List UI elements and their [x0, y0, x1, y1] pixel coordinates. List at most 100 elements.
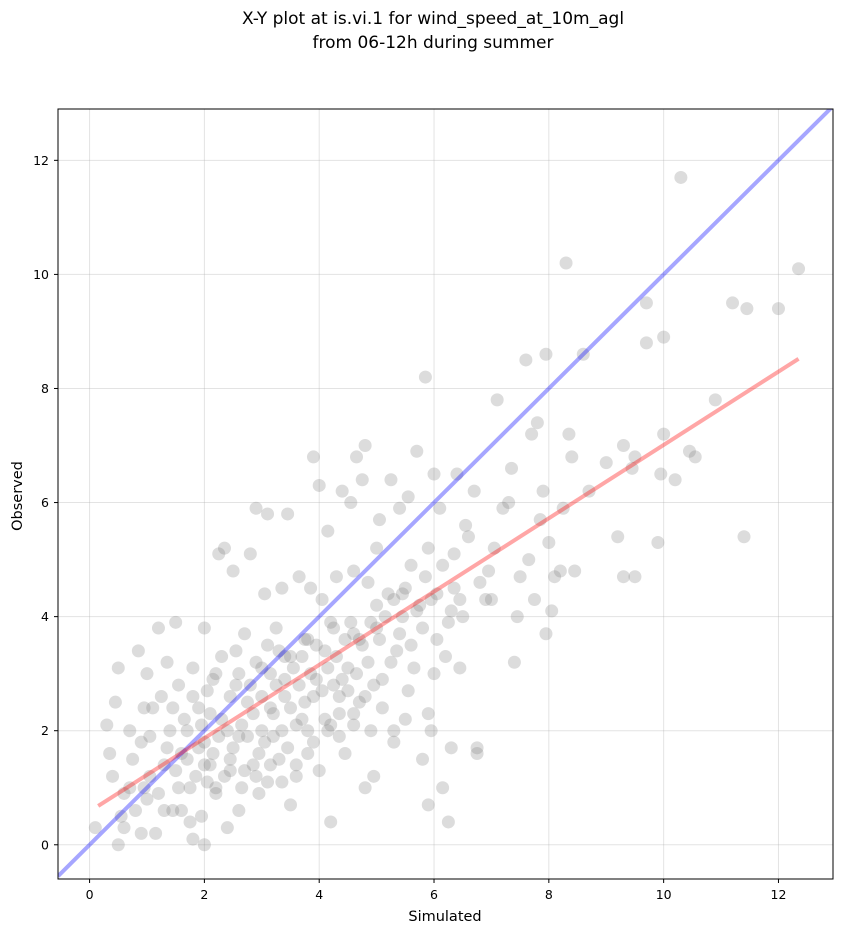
- data-point: [513, 570, 527, 584]
- data-point: [263, 758, 277, 772]
- data-point: [229, 678, 243, 692]
- data-point: [545, 604, 559, 618]
- data-point: [470, 747, 484, 761]
- data-point: [174, 747, 188, 761]
- data-point: [654, 467, 668, 481]
- data-point: [266, 707, 280, 721]
- data-point: [192, 701, 206, 715]
- data-point: [688, 450, 702, 464]
- data-point: [582, 484, 596, 498]
- data-point: [232, 667, 246, 681]
- axis-ticks: 0 2 4 6 8 10 12 0 2 4 6 8 10 12: [33, 153, 786, 902]
- data-point: [559, 256, 573, 270]
- data-point: [140, 667, 154, 681]
- data-point: [361, 655, 375, 669]
- data-point: [461, 530, 475, 544]
- data-point: [261, 638, 275, 652]
- data-point: [275, 775, 289, 789]
- data-point: [599, 456, 613, 470]
- data-point: [421, 541, 435, 555]
- data-point: [249, 769, 263, 783]
- y-tick-label: 0: [41, 837, 49, 852]
- data-point: [289, 758, 303, 772]
- data-point: [312, 764, 326, 778]
- data-point: [255, 661, 269, 675]
- data-point: [209, 667, 223, 681]
- data-point: [539, 627, 553, 641]
- data-point: [183, 781, 197, 795]
- data-point: [266, 729, 280, 743]
- data-point: [172, 678, 186, 692]
- y-tick-label: 10: [33, 267, 49, 282]
- data-point: [195, 809, 209, 823]
- data-point: [467, 484, 481, 498]
- data-point: [453, 661, 467, 675]
- data-point: [321, 524, 335, 538]
- data-point: [289, 769, 303, 783]
- data-point: [628, 450, 642, 464]
- y-tick-label: 2: [41, 723, 49, 738]
- data-point: [329, 570, 343, 584]
- data-point: [315, 684, 329, 698]
- data-point: [111, 661, 125, 675]
- data-point: [235, 781, 249, 795]
- data-point: [324, 615, 338, 629]
- data-point: [324, 718, 338, 732]
- data-point: [289, 718, 303, 732]
- data-point: [220, 821, 234, 835]
- data-point: [321, 661, 335, 675]
- data-point: [682, 444, 696, 458]
- data-point: [281, 507, 295, 521]
- x-tick-label: 2: [200, 887, 208, 902]
- data-point: [223, 764, 237, 778]
- data-point: [246, 707, 260, 721]
- data-point: [312, 478, 326, 492]
- data-point: [447, 547, 461, 561]
- data-point: [338, 632, 352, 646]
- data-point: [482, 564, 496, 578]
- data-point: [232, 804, 246, 818]
- data-point: [88, 821, 102, 835]
- data-point: [286, 661, 300, 675]
- data-point: [255, 724, 269, 738]
- data-point: [226, 564, 240, 578]
- data-point: [258, 735, 272, 749]
- data-point: [436, 781, 450, 795]
- data-point: [275, 724, 289, 738]
- data-point: [215, 650, 229, 664]
- data-point: [180, 724, 194, 738]
- data-point: [441, 615, 455, 629]
- data-point: [505, 461, 519, 475]
- data-point: [209, 786, 223, 800]
- data-point: [651, 535, 665, 549]
- data-point: [186, 832, 200, 846]
- data-point: [306, 689, 320, 703]
- data-point: [243, 678, 257, 692]
- x-tick-label: 8: [545, 887, 553, 902]
- data-point: [301, 632, 315, 646]
- data-point: [548, 570, 562, 584]
- data-point: [456, 610, 470, 624]
- data-point: [395, 610, 409, 624]
- data-point: [255, 689, 269, 703]
- data-point: [298, 695, 312, 709]
- data-point: [367, 769, 381, 783]
- data-point: [200, 684, 214, 698]
- data-point: [433, 501, 447, 515]
- data-point: [100, 718, 114, 732]
- data-point: [106, 769, 120, 783]
- data-point: [355, 638, 369, 652]
- data-point: [195, 718, 209, 732]
- data-point: [160, 655, 174, 669]
- data-point: [212, 547, 226, 561]
- data-point: [284, 650, 297, 664]
- data-point: [410, 444, 424, 458]
- data-point: [163, 724, 177, 738]
- data-point: [154, 689, 168, 703]
- data-point: [384, 473, 398, 487]
- data-point: [298, 632, 312, 646]
- data-point: [490, 393, 504, 407]
- data-point: [134, 735, 148, 749]
- data-point: [341, 661, 355, 675]
